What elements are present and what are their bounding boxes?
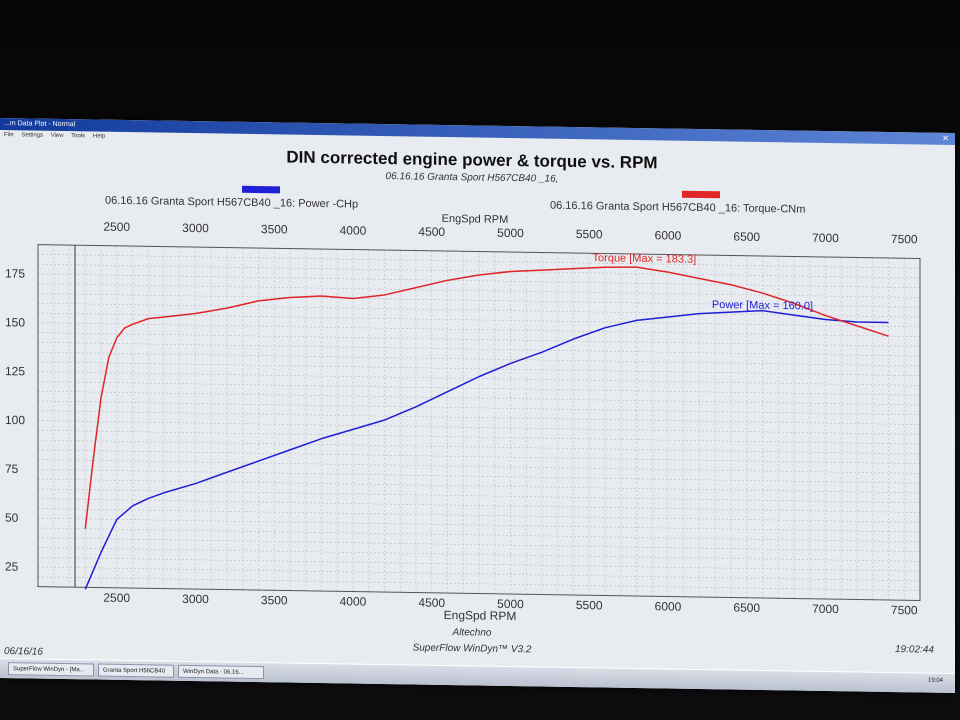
grid-line-y (38, 517, 920, 533)
y-tick-label: 175 (5, 266, 25, 280)
dyno-chart: DIN corrected engine power & torque vs. … (4, 147, 934, 658)
y-tick-label: 125 (5, 364, 25, 378)
plot-frame (37, 244, 921, 601)
grid-line-y (38, 478, 920, 494)
x-tick-label-top: 4500 (418, 225, 445, 239)
grid-line-y (38, 556, 920, 572)
grid-line-y (38, 371, 920, 386)
grid-line-y (38, 390, 920, 406)
grid-line-y (38, 420, 920, 435)
grid-line-y (38, 449, 920, 464)
grid-line-y (38, 488, 920, 504)
legend-swatch-torque (682, 190, 720, 199)
y-tick-label: 25 (5, 560, 19, 574)
x-tick-label-top: 7000 (812, 231, 839, 245)
grid-line-y (38, 293, 920, 308)
y-tick-label: 50 (5, 511, 19, 525)
grid-line-y (38, 312, 920, 328)
taskbar-item-granta[interactable]: Granta Sport H56CB40 (98, 663, 174, 678)
x-tick-label-bottom: 5000 (497, 597, 524, 611)
grid-line-y (38, 537, 920, 552)
footer-time: 19:02:44 (895, 644, 934, 656)
y-tick-label: 100 (5, 413, 25, 427)
grid-line-y (38, 322, 920, 337)
grid-line-y (38, 439, 920, 455)
annotation-torque-max: Torque [Max = 183.3] (593, 252, 697, 266)
grid-line-y (38, 576, 920, 591)
screen: ...m Data Plot - Normal ✕ File Settings … (0, 118, 955, 694)
x-tick-label-bottom: 6000 (655, 599, 682, 613)
x-ticks-bottom: 2500 3000 3500 4000 4500 5000 5500 6000 6500 7000… (103, 591, 918, 618)
annotations: Torque [Max = 183.3] Power [Max = 160.0] (593, 252, 814, 312)
window-title: ...m Data Plot - Normal (4, 120, 76, 129)
y-ticks: 25 50 75 100 125 150 175 (5, 266, 25, 573)
grid-line-y (38, 459, 920, 474)
grid-line-y (38, 351, 920, 367)
grid-line-y (38, 527, 920, 543)
footer-company: Altechno (452, 627, 492, 639)
x-tick-label-top: 4000 (340, 223, 367, 237)
grid-line-y (38, 361, 920, 377)
grid-line-y (38, 302, 920, 318)
grid-line-y (38, 547, 920, 562)
annotation-power-max: Power [Max = 160.0] (712, 299, 813, 313)
x-tick-label-bottom: 4500 (418, 596, 445, 610)
series-line-torque (84, 266, 889, 529)
x-tick-label-top: 2500 (103, 220, 130, 234)
footer-software: SuperFlow WinDyn™ V3.2 (413, 642, 532, 655)
legend-label-power: 06.16.16 Granta Sport H567CB40 _16: Powe… (105, 195, 358, 211)
grid-line-y (38, 332, 920, 347)
x-tick-label-top: 7500 (891, 232, 918, 246)
x-tick-label-bottom: 3000 (182, 592, 209, 606)
x-tick-label-bottom: 2500 (103, 591, 130, 605)
x-tick-label-bottom: 4000 (340, 594, 367, 608)
grid-line-y (38, 566, 920, 582)
footer-date: 06/16/16 (4, 646, 43, 658)
chart-title: DIN corrected engine power & torque vs. … (286, 147, 657, 172)
x-tick-label-top: 3000 (182, 221, 209, 235)
x-tick-label-top: 3500 (261, 222, 288, 236)
y-tick-label: 75 (5, 462, 19, 476)
tray-clock: 19:04 (927, 677, 943, 684)
grid-line-y (38, 400, 920, 416)
chart-subtitle: 06.16.16 Granta Sport H567CB40 _16, (386, 171, 559, 185)
x-axis-title-top: EngSpd RPM (442, 213, 509, 226)
taskbar-item-windyn[interactable]: SuperFlow WinDyn - [Ma... (8, 662, 94, 677)
series (84, 266, 889, 590)
x-tick-label-bottom: 7000 (812, 602, 839, 616)
grid-line-y (38, 498, 920, 513)
x-tick-label-top: 5000 (497, 226, 524, 240)
x-tick-label-bottom: 7500 (891, 603, 918, 617)
legend-swatch-power (242, 185, 280, 194)
series-line-power (84, 309, 889, 590)
x-tick-label-top: 6500 (733, 230, 760, 244)
x-axis-title-bottom: EngSpd RPM (444, 608, 517, 623)
grid-line-y (38, 410, 920, 425)
grid-line-y (38, 254, 920, 269)
x-tick-label-top: 5500 (576, 227, 603, 241)
grid-line-y (38, 381, 920, 396)
legend-label-torque: 06.16.16 Granta Sport H567CB40 _16: Torq… (550, 200, 805, 216)
taskbar-item-data[interactable]: WinDyn Data - 06.16... (178, 664, 264, 680)
y-tick-label: 150 (5, 315, 25, 329)
grid-line-y (38, 283, 920, 298)
x-tick-label-top: 6000 (655, 228, 682, 242)
x-tick-label-bottom: 6500 (733, 601, 760, 615)
x-tick-label-bottom: 3500 (261, 593, 288, 607)
x-tick-label-bottom: 5500 (576, 598, 603, 612)
grid-line-y (38, 469, 920, 484)
grid (37, 244, 921, 601)
grid-line-y (38, 429, 920, 445)
grid-line-y (38, 508, 920, 523)
x-ticks-top: 2500 3000 3500 4000 4500 5000 5500 6000 6500 7000… (103, 220, 918, 247)
close-icon[interactable]: ✕ (942, 133, 949, 143)
grid-line-y (38, 263, 920, 279)
grid-line-y (38, 273, 920, 289)
grid-line-y (38, 342, 920, 357)
